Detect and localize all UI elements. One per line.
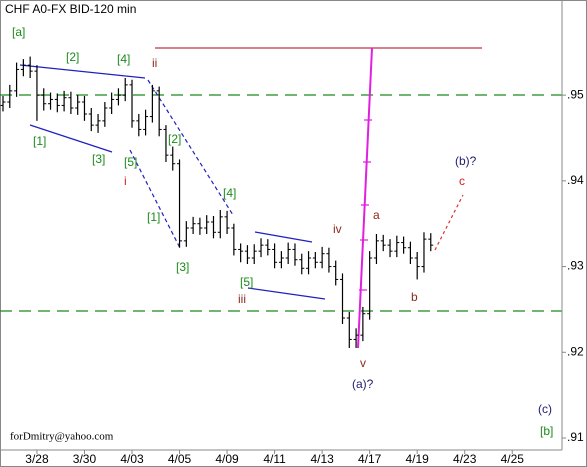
wave-label: ii: [152, 56, 157, 70]
trend-line: [19, 64, 146, 79]
trend-line: [129, 149, 181, 249]
x-tick-label: 3/28: [25, 452, 49, 466]
wave-label: a: [373, 208, 380, 222]
wave-label: (c): [538, 402, 552, 416]
wave-label: [4]: [117, 52, 130, 66]
x-tick-label: 4/17: [358, 452, 382, 466]
x-tick-label: 3/30: [73, 452, 97, 466]
x-tick-label: 4/25: [501, 452, 525, 466]
wave-label: [2]: [168, 132, 181, 146]
x-tick-label: 4/19: [406, 452, 430, 466]
x-tick-label: 4/05: [168, 452, 192, 466]
wave-label: v: [360, 356, 366, 370]
wave-label: [3]: [92, 152, 105, 166]
projection-line: [434, 194, 464, 251]
x-tick-label: 4/09: [215, 452, 239, 466]
x-tick-label: 4/13: [310, 452, 334, 466]
wave-label: c: [459, 174, 465, 188]
y-tick-label: .94: [567, 173, 584, 187]
wave-label: b: [411, 290, 418, 304]
trend-line: [254, 231, 313, 243]
x-tick-label: 4/03: [120, 452, 144, 466]
wave-label: [a]: [12, 25, 25, 39]
chart-title: CHF A0-FX BID-120 min: [5, 2, 136, 16]
wave-label: iii: [238, 292, 246, 306]
y-tick-label: .92: [567, 344, 584, 358]
wave-label: [2]: [66, 50, 79, 64]
trend-line: [147, 79, 234, 216]
y-tick-label: .91: [567, 430, 584, 444]
x-tick-label: 4/23: [453, 452, 477, 466]
wave-label: [5]: [240, 275, 253, 289]
trend-line: [247, 287, 326, 300]
wave-label: (b)?: [455, 154, 477, 168]
y-tick-label: .93: [567, 259, 584, 273]
wave-label: [b]: [540, 424, 553, 438]
wave-label: i: [124, 174, 127, 188]
wave-label: iv: [333, 222, 342, 236]
wave-label: [1]: [33, 134, 46, 148]
fib-ticks: [359, 119, 372, 291]
wave-label: [1]: [147, 210, 160, 224]
fib-line: [357, 47, 373, 349]
trend-line: [29, 124, 113, 153]
wave-label: [5]: [124, 155, 137, 169]
wave-label: [4]: [223, 186, 236, 200]
wave-label: (a)?: [352, 377, 374, 391]
y-tick-label: .95: [567, 87, 584, 101]
x-tick-label: 4/11: [263, 452, 286, 466]
wave-label: [3]: [176, 260, 189, 274]
footer: forDmitry@yahoo.com: [10, 431, 114, 443]
